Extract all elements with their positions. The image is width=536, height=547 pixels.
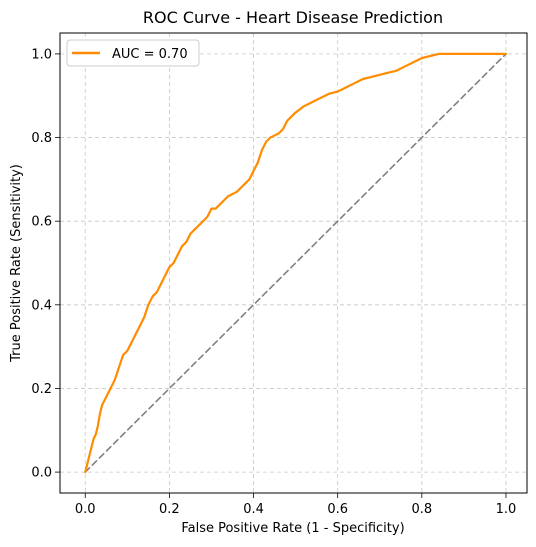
y-tick-label: 0.0 bbox=[31, 466, 52, 481]
series-layer bbox=[84, 52, 508, 474]
y-tick-label: 0.4 bbox=[31, 298, 52, 313]
x-tick-label: 0.0 bbox=[75, 502, 96, 517]
y-axis-label: True Positive Rate (Sensitivity) bbox=[9, 164, 24, 363]
chart-title: ROC Curve - Heart Disease Prediction bbox=[143, 8, 443, 27]
x-tick-label: 0.4 bbox=[243, 502, 264, 517]
legend-label-roc: AUC = 0.70 bbox=[112, 47, 188, 62]
x-tick-label: 0.2 bbox=[159, 502, 180, 517]
x-tick-label: 1.0 bbox=[496, 502, 517, 517]
x-tick-label: 0.6 bbox=[327, 502, 348, 517]
y-tick-label: 0.2 bbox=[31, 382, 52, 397]
y-tick-label: 0.8 bbox=[31, 131, 52, 146]
x-axis-label: False Positive Rate (1 - Specificity) bbox=[181, 521, 404, 536]
y-tick-label: 1.0 bbox=[31, 47, 52, 62]
random-baseline-line bbox=[84, 53, 507, 473]
x-tick-label: 0.8 bbox=[411, 502, 432, 517]
y-tick-label: 0.6 bbox=[31, 215, 52, 230]
roc-curve-line bbox=[84, 52, 508, 474]
legend-box bbox=[66, 39, 200, 67]
legend: AUC = 0.70 bbox=[66, 39, 200, 67]
plot-frame bbox=[59, 32, 528, 494]
axis-ticks: 0.0 0.2 0.4 0.6 0.8 1.0 0.0 0.2 0.4 0.6 0.8 1.0 bbox=[31, 47, 516, 517]
